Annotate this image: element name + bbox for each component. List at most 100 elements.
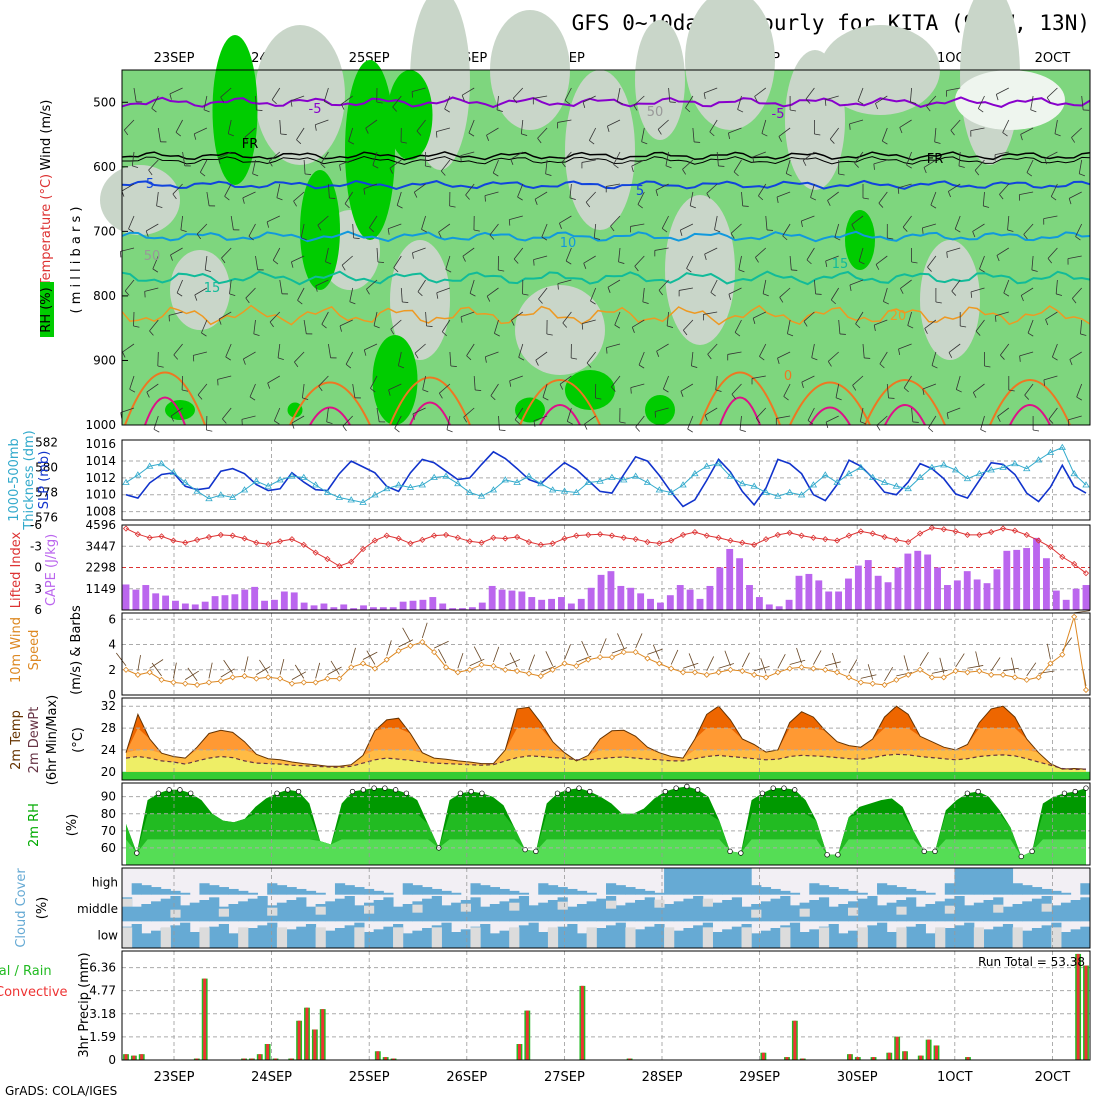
- wind-barb: [830, 287, 840, 301]
- cape-bar: [1013, 549, 1021, 610]
- cape-bar: [854, 565, 862, 610]
- wind10-barb: [831, 652, 838, 669]
- cape-bar: [765, 604, 773, 610]
- wind-barb-flag: [509, 380, 512, 387]
- wind-speed-point: [976, 667, 983, 675]
- cloud-bar: [305, 924, 317, 948]
- wind-barb: [948, 343, 961, 353]
- wind10-barb: [599, 638, 607, 654]
- wind-speed-point: [597, 654, 604, 661]
- wind-barb-flag: [517, 196, 523, 201]
- wind-barb-flag: [849, 284, 852, 291]
- wind-barb-flag: [416, 130, 422, 136]
- wind-barb: [133, 311, 135, 327]
- wind-barb: [927, 255, 937, 268]
- panel-side-label: (m/s) & Barbs: [69, 605, 84, 695]
- wind-barb: [606, 343, 621, 348]
- wind-barb-flag: [710, 292, 716, 297]
- wind-barb: [564, 87, 572, 101]
- cloud-bar: [828, 887, 839, 895]
- run-total-label: Run Total = 53.38: [978, 955, 1085, 969]
- cloud-gap: [431, 927, 442, 948]
- wind-barb-flag: [242, 197, 245, 204]
- wind-barb: [686, 255, 694, 269]
- wind-speed-point: [1011, 674, 1018, 681]
- wind-barb-flag: [182, 389, 189, 392]
- wind-speed-point: [514, 667, 521, 675]
- wind-barb-flag: [783, 396, 789, 401]
- wind-barb-flag: [521, 133, 528, 136]
- wind-barb: [656, 343, 669, 352]
- cloud-bar: [654, 924, 665, 948]
- isotherm-label: 20: [890, 309, 907, 324]
- wind-barb: [803, 311, 815, 322]
- wind-barb-flag: [377, 261, 384, 263]
- cloud-gap: [547, 927, 559, 948]
- wind10-barb: [1026, 662, 1037, 677]
- wind-barb: [509, 215, 523, 220]
- wind-barb: [687, 415, 694, 430]
- wind-barb-flag: [657, 129, 662, 135]
- cloud-bar: [499, 901, 510, 922]
- cape-bar: [815, 580, 823, 610]
- wind-barb-flag: [484, 195, 486, 202]
- wind-barb-flag: [1043, 379, 1045, 386]
- wind-barb: [662, 375, 669, 390]
- wind-barb-flag: [290, 100, 293, 107]
- wind-barb-flag: [682, 169, 687, 175]
- wind10-barb: [505, 659, 521, 667]
- wind-barb: [492, 159, 499, 174]
- panel-side-label: (6hr Min/Max): [45, 695, 60, 785]
- cloud-bar: [712, 868, 723, 895]
- wind-barb: [439, 383, 451, 394]
- wind-barb-flag: [589, 140, 595, 145]
- wind-barb-flag: [425, 165, 432, 168]
- wind-speed-point: [644, 655, 651, 662]
- precip-tick-label: 4.77: [89, 984, 116, 998]
- wind-barb-flag: [946, 251, 948, 258]
- wind-barb-flag: [806, 259, 812, 265]
- cloud-bar: [199, 883, 210, 895]
- slp-tick-label: 1010: [85, 488, 116, 502]
- wind-barb: [753, 311, 766, 319]
- wind-barb: [834, 223, 840, 238]
- wind-barb: [835, 383, 840, 398]
- wind-barb-flag: [686, 268, 692, 273]
- wind-barb-flag: [709, 131, 715, 137]
- wind-barb: [685, 95, 694, 109]
- cape-bar: [716, 567, 724, 610]
- thickness-point: [264, 482, 272, 489]
- wind-barb-flag: [1020, 134, 1023, 141]
- wind-barb: [613, 151, 621, 165]
- li-point: [170, 537, 177, 544]
- wind-barb-flag: [715, 389, 722, 392]
- wind-barb: [376, 247, 379, 262]
- wind-barb: [303, 159, 306, 174]
- rh-point: [393, 787, 399, 793]
- li-point: [786, 529, 793, 536]
- cloud-bar: [451, 902, 462, 922]
- precip-panel: 01.593.184.776.36 Run Total = 53.38: [89, 951, 1090, 1067]
- moist-patch: [565, 370, 615, 410]
- wind-barb-flag: [738, 269, 745, 273]
- cloud-bar: [712, 902, 723, 922]
- wind-tick-label: 4: [108, 638, 116, 652]
- isotherm-loop-inner: [809, 406, 851, 426]
- cape-bar: [468, 607, 476, 610]
- precip-convective-bar: [895, 1036, 899, 1060]
- thickness-point: [371, 491, 379, 498]
- cloud-bar: [334, 928, 346, 948]
- wind10-barb: [149, 659, 164, 669]
- wind-barb: [1007, 215, 1010, 230]
- cloud-bar: [809, 883, 820, 895]
- thickness-point: [1058, 443, 1067, 450]
- wind-barb-flag: [607, 126, 610, 133]
- li-point: [229, 532, 236, 539]
- cloud-gap: [218, 908, 229, 917]
- cape-bar: [637, 593, 645, 610]
- cape-bar: [1052, 590, 1060, 610]
- panel-side-label: 10m Wind: [9, 617, 24, 683]
- wind-barb: [352, 383, 356, 398]
- wind-barb-flag: [373, 325, 380, 329]
- cloud-bar: [315, 892, 326, 895]
